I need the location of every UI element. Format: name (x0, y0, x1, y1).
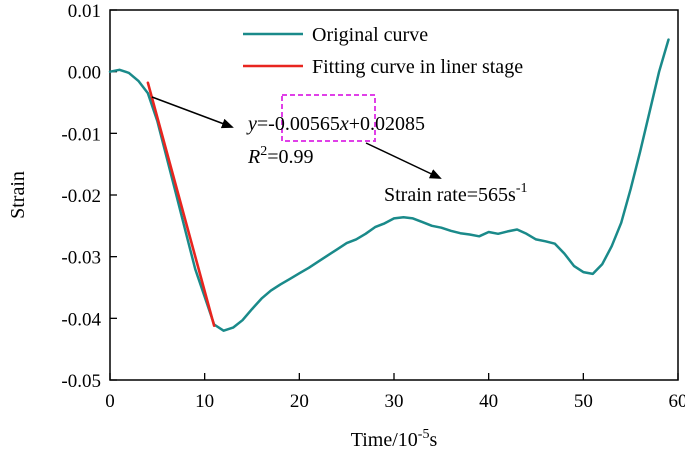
series-line-original (108, 38, 670, 332)
y-tick-label: -0.03 (61, 248, 101, 269)
series-line-fitting (146, 81, 216, 328)
x-tick-label: 30 (385, 391, 404, 412)
x-axis-title: Time/10-5s (351, 427, 438, 451)
y-tick-label: -0.04 (61, 309, 101, 330)
arrow-to-strain-rate (365, 142, 442, 179)
y-axis-title: Strain (7, 171, 29, 219)
r-squared-label: R2=0.99 (247, 144, 314, 168)
legend-label-fitting: Fitting curve in liner stage (312, 56, 523, 78)
legend: Original curve Fitting curve in liner st… (243, 24, 523, 78)
y-tick-label: 0.01 (68, 1, 101, 22)
legend-label-original: Original curve (312, 24, 428, 46)
x-tick-label: 60 (669, 391, 685, 412)
fit-equation: y=-0.00565x+0.02085 (246, 113, 425, 135)
y-tick-label: -0.02 (61, 186, 101, 207)
arrow-to-fit-line (151, 96, 234, 129)
x-tick-label: 40 (479, 391, 498, 412)
x-tick-label: 20 (290, 391, 309, 412)
x-tick-label: 0 (105, 391, 115, 412)
x-tick-label: 50 (574, 391, 593, 412)
highlight-box (281, 94, 376, 142)
y-tick-label: 0.00 (68, 63, 101, 84)
strain-rate-label: Strain rate=565s-1 (384, 181, 527, 206)
y-tick-label: -0.05 (61, 371, 101, 392)
x-tick-label: 10 (195, 391, 214, 412)
annotations: y=-0.00565x+0.02085 R2=0.99 Strain rate=… (151, 94, 527, 206)
series-layer (108, 38, 670, 332)
x-axis-ticks: 0 10 20 30 40 50 60 (105, 373, 685, 412)
y-tick-label: -0.01 (61, 124, 101, 145)
y-axis-ticks: 0.01 0.00 -0.01 -0.02 -0.03 -0.04 -0.05 (61, 1, 117, 392)
